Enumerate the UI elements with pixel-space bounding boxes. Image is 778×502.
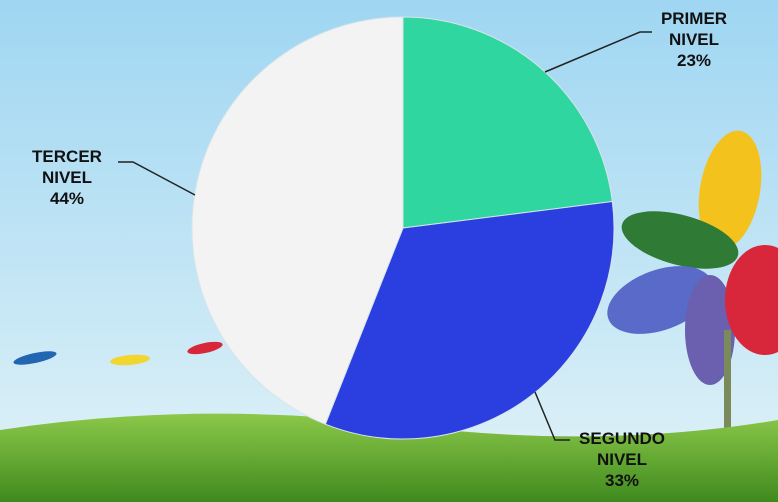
value-label: 33% <box>604 471 640 490</box>
label: TERCER NIVEL 44% <box>7 146 127 209</box>
pie-slice <box>324 200 615 440</box>
pie-slice <box>402 16 613 229</box>
confetti <box>13 341 223 366</box>
category-label: PRIMER NIVEL <box>660 9 728 49</box>
label: PRIMER NIVEL 23% <box>634 8 754 71</box>
pie-slice <box>191 16 404 425</box>
pinwheel <box>607 130 778 502</box>
category-label: SEGUNDO NIVEL <box>579 429 665 469</box>
value-label: 44% <box>49 189 85 208</box>
grass <box>0 413 778 502</box>
leader-lines <box>118 31 652 441</box>
label: SEGUNDO NIVEL 33% <box>562 428 682 491</box>
category-label: TERCER NIVEL <box>32 147 102 187</box>
pie <box>191 16 615 440</box>
value-label: 23% <box>676 51 712 70</box>
